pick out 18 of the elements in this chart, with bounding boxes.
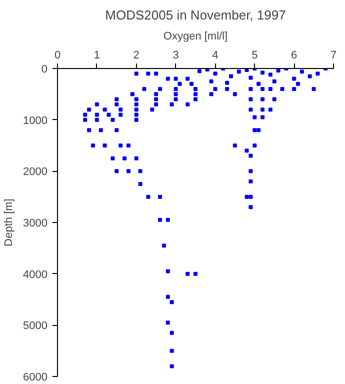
y-tick-label: 2000 xyxy=(23,166,48,178)
x-tick-label: 1 xyxy=(94,50,100,62)
y-tick-label: 6000 xyxy=(23,372,48,384)
y-tick-label: 4000 xyxy=(23,268,48,281)
x-tick-label: 5 xyxy=(252,50,258,62)
x-axis-title: Oxygen [ml/l] xyxy=(163,30,228,42)
y-tick-label: 1000 xyxy=(23,114,48,127)
x-tick-label: 2 xyxy=(133,50,140,62)
x-tick-label: 6 xyxy=(291,50,298,62)
x-tick-label: 4 xyxy=(212,50,218,62)
y-tick-label: 5000 xyxy=(23,320,48,332)
x-tick-label: 7 xyxy=(330,50,337,62)
y-axis-title: Depth [m] xyxy=(3,198,16,246)
y-tick-label: 3000 xyxy=(23,218,48,230)
x-tick-label: 0 xyxy=(54,50,61,62)
y-tick-label: 0 xyxy=(41,64,48,76)
x-tick-label: 3 xyxy=(172,50,179,62)
chart-title: MODS2005 in November, 1997 xyxy=(105,8,286,22)
